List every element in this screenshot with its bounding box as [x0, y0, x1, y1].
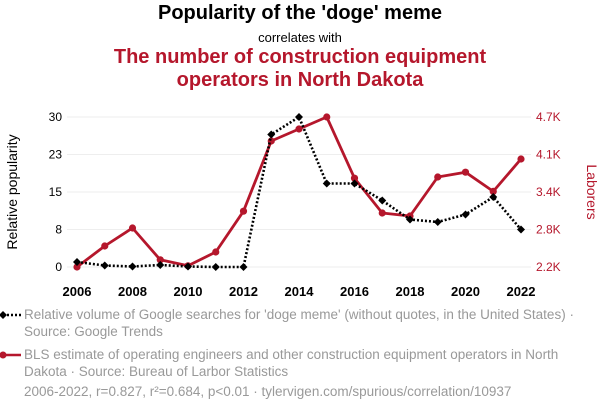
- y-right-tick-label-2: 3.4K: [536, 185, 561, 199]
- footer-caption: 2006-2022, r=0.827, r²=0.684, p<0.01 · t…: [24, 384, 512, 399]
- series2-point-2022: [517, 155, 525, 163]
- series2-point-2012: [239, 207, 248, 215]
- series1-point-2006: [73, 258, 81, 266]
- y-right-tick-label-0: 2.2K: [536, 260, 561, 274]
- line-chart: 0 8 15 23 30 2.2K 2.8K 3.4K 4.1K 4.7K 2006 2008 2010…: [4, 110, 600, 299]
- x-tick-label-6: 2018: [396, 284, 425, 299]
- series2-point-2009: [156, 256, 164, 264]
- y-left-tick-label-4: 30: [49, 110, 63, 124]
- y-right-tick-label-1: 2.8K: [536, 223, 561, 237]
- series1-point-2013: [267, 130, 276, 139]
- series1-point-2011: [211, 263, 220, 271]
- series1-point-2014: [295, 113, 303, 121]
- chart-title-secondary: The number of construction equipment ope…: [0, 46, 600, 92]
- x-tick-label-4: 2014: [285, 284, 315, 299]
- x-tick-label-3: 2012: [229, 284, 258, 299]
- series1-point-2022: [517, 225, 525, 234]
- x-tick-label-0: 2006: [63, 284, 92, 299]
- series1-point-2009: [156, 261, 165, 269]
- chart-subtitle: correlates with: [258, 30, 342, 45]
- series2-point-2014: [295, 125, 303, 133]
- series1-point-2017: [378, 196, 387, 205]
- x-tick-label-1: 2008: [118, 284, 147, 299]
- series1-point-2012: [239, 263, 248, 271]
- series2-point-2007: [101, 242, 109, 250]
- y-left-tick-label-2: 15: [49, 185, 63, 199]
- series2-point-2006: [73, 263, 81, 271]
- legend-label-series2: BLS estimate of operating engineers and …: [24, 347, 559, 379]
- legend-marker-series1: [0, 311, 21, 319]
- series2-point-2019: [434, 173, 442, 181]
- series2-point-2016: [350, 174, 359, 182]
- y-left-tick-label-0: 0: [55, 260, 62, 274]
- series1-point-2021: [489, 193, 498, 201]
- x-tick-label-5: 2016: [340, 284, 369, 299]
- series1-point-2016: [350, 179, 359, 188]
- series1-point-2010: [184, 262, 192, 271]
- series1-point-2019: [433, 218, 442, 226]
- series2-point-2008: [128, 224, 137, 232]
- legend-label-series1: Relative volume of Google searches for '…: [24, 307, 574, 339]
- x-tick-label-7: 2020: [451, 284, 480, 299]
- y-right-tick-label-4: 4.7K: [536, 110, 561, 124]
- series2-point-2021: [489, 187, 497, 195]
- series1-point-2018: [406, 215, 414, 224]
- series1-point-2008: [128, 262, 137, 271]
- y-left-tick-label-3: 23: [49, 148, 63, 162]
- y-left-axis-label: Relative popularity: [4, 134, 20, 249]
- y-left-tick-label-1: 8: [55, 223, 62, 237]
- y-right-axis-label: Laborers: [584, 164, 600, 219]
- legend-marker-series2: [0, 351, 21, 359]
- x-tick-label-2: 2010: [174, 284, 203, 299]
- series2-point-2020: [461, 168, 470, 176]
- series2-point-2017: [378, 209, 386, 217]
- y-right-tick-label-3: 4.1K: [536, 148, 561, 162]
- series1-point-2007: [100, 261, 109, 270]
- x-tick-label-8: 2022: [507, 284, 536, 299]
- series1-point-2020: [461, 210, 470, 219]
- series2-point-2015: [323, 113, 331, 121]
- series1-point-2015: [322, 179, 331, 188]
- chart-title: Popularity of the 'doge' meme: [158, 2, 442, 24]
- chart-title-secondary-line2: operators in North Dakota: [176, 69, 424, 91]
- chart-title-secondary-line1: The number of construction equipment: [113, 46, 487, 68]
- series2-point-2011: [212, 248, 220, 256]
